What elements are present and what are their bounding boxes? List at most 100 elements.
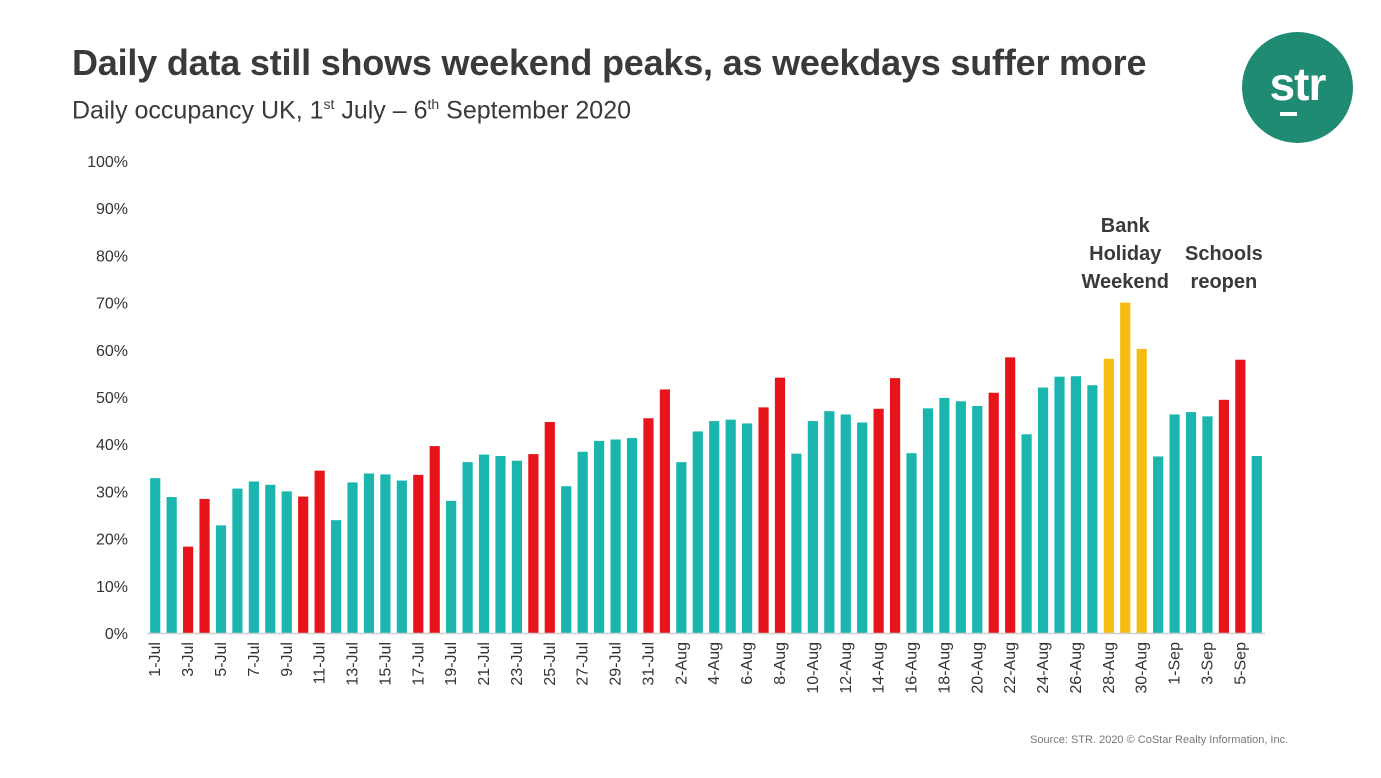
bar-7-Jul [248, 481, 259, 633]
bar-29-Aug [1120, 302, 1131, 633]
bar-19-Jul [446, 500, 457, 633]
x-tick-label: 25-Jul [542, 642, 559, 686]
bar-17-Aug [922, 408, 934, 633]
bar-9-Aug [791, 453, 802, 633]
bar-30-Aug [1136, 348, 1147, 633]
y-tick-label: 100% [87, 154, 128, 171]
annotation-label: Schools [1185, 243, 1263, 265]
x-tick-label: 18-Aug [936, 642, 953, 694]
bar-30-Jul [626, 438, 638, 633]
x-tick-label: 12-Aug [838, 642, 855, 694]
annotation-label: Weekend [1082, 271, 1169, 293]
y-tick-label: 50% [96, 390, 128, 407]
bar-15-Aug [889, 378, 901, 633]
logo-underline [1280, 112, 1297, 116]
source-note: Source: STR. 2020 © CoStar Realty Inform… [1030, 734, 1289, 746]
bar-1-Aug [659, 389, 670, 633]
x-tick-label: 17-Jul [410, 642, 427, 686]
x-tick-label: 28-Aug [1101, 642, 1118, 694]
x-tick-label: 8-Aug [772, 642, 789, 685]
chart-subtitle: Daily occupancy UK, 1st July – 6th Septe… [72, 96, 631, 125]
x-tick-label: 4-Aug [706, 642, 723, 685]
x-tick-label: 27-Jul [575, 642, 592, 686]
y-tick-label: 80% [96, 248, 128, 265]
x-tick-label: 19-Jul [443, 642, 460, 686]
bar-21-Aug [988, 392, 999, 633]
bar-5-Jul [215, 525, 227, 633]
bar-3-Sep [1202, 416, 1213, 633]
x-tick-label: 24-Aug [1035, 642, 1052, 694]
x-tick-label: 13-Jul [345, 642, 362, 686]
bar-4-Jul [199, 498, 210, 633]
y-tick-label: 90% [96, 201, 128, 218]
y-tick-label: 0% [105, 626, 128, 643]
bar-1-Jul [150, 478, 161, 633]
bar-28-Jul [594, 440, 605, 633]
x-tick-label: 22-Aug [1002, 642, 1019, 694]
x-tick-label: 3-Sep [1199, 642, 1216, 685]
x-tick-label: 10-Aug [805, 642, 822, 694]
bar-16-Jul [396, 480, 407, 633]
y-tick-label: 10% [96, 579, 128, 596]
annotation-label: Holiday [1089, 243, 1162, 265]
y-tick-label: 20% [96, 532, 128, 549]
chart-title: Daily data still shows weekend peaks, as… [72, 42, 1147, 83]
bar-27-Aug [1087, 385, 1098, 633]
bar-3-Jul [183, 546, 194, 633]
bar-11-Jul [314, 470, 325, 633]
bar-8-Jul [265, 484, 276, 633]
bar-6-Jul [232, 488, 243, 633]
bar-2-Jul [166, 497, 177, 633]
bar-1-Sep [1169, 414, 1180, 633]
x-tick-label: 1-Sep [1167, 642, 1184, 685]
bar-25-Jul [544, 422, 555, 633]
x-tick-label: 7-Jul [246, 642, 263, 677]
bar-8-Aug [774, 377, 786, 633]
x-tick-label: 14-Aug [871, 642, 888, 694]
bar-20-Aug [972, 405, 983, 633]
bar-27-Jul [577, 451, 588, 633]
x-tick-label: 29-Jul [608, 642, 625, 686]
bar-16-Aug [906, 453, 917, 633]
x-tick-label: 5-Sep [1232, 642, 1249, 685]
bar-7-Aug [758, 407, 769, 633]
x-tick-label: 31-Jul [640, 642, 657, 686]
x-tick-label: 15-Jul [377, 642, 394, 686]
bar-5-Sep [1235, 359, 1246, 633]
y-tick-label: 70% [96, 296, 128, 313]
x-tick-label: 30-Aug [1134, 642, 1151, 694]
bar-20-Jul [462, 462, 473, 633]
bar-17-Jul [413, 474, 424, 633]
bar-24-Aug [1037, 387, 1049, 633]
bar-23-Aug [1021, 434, 1032, 633]
bar-26-Jul [561, 486, 572, 633]
subtitle-part: July – 6 [334, 96, 428, 125]
bar-23-Jul [511, 460, 523, 633]
subtitle-superscript: th [427, 96, 440, 112]
bar-9-Jul [281, 491, 292, 633]
logo-text: str [1269, 57, 1327, 110]
subtitle-superscript: st [323, 96, 335, 112]
x-tick-label: 9-Jul [279, 642, 296, 677]
bar-2-Aug [676, 462, 687, 633]
bar-14-Jul [363, 473, 375, 633]
x-tick-label: 11-Jul [312, 642, 329, 684]
bar-15-Jul [380, 474, 391, 633]
bar-10-Jul [298, 496, 309, 633]
bar-24-Jul [528, 454, 539, 633]
bar-28-Aug [1103, 358, 1114, 633]
y-tick-label: 30% [96, 484, 128, 501]
bar-6-Aug [742, 423, 753, 633]
bar-18-Aug [939, 397, 950, 633]
subtitle-part: September 2020 [439, 96, 631, 125]
x-tick-label: 6-Aug [739, 642, 756, 685]
bar-22-Jul [495, 456, 506, 633]
bar-31-Jul [643, 418, 654, 633]
bar-3-Aug [692, 431, 703, 633]
bar-10-Aug [807, 421, 818, 633]
bar-21-Jul [478, 454, 490, 633]
bar-25-Aug [1054, 376, 1065, 633]
bar-26-Aug [1070, 376, 1082, 633]
bar-4-Aug [709, 421, 720, 633]
